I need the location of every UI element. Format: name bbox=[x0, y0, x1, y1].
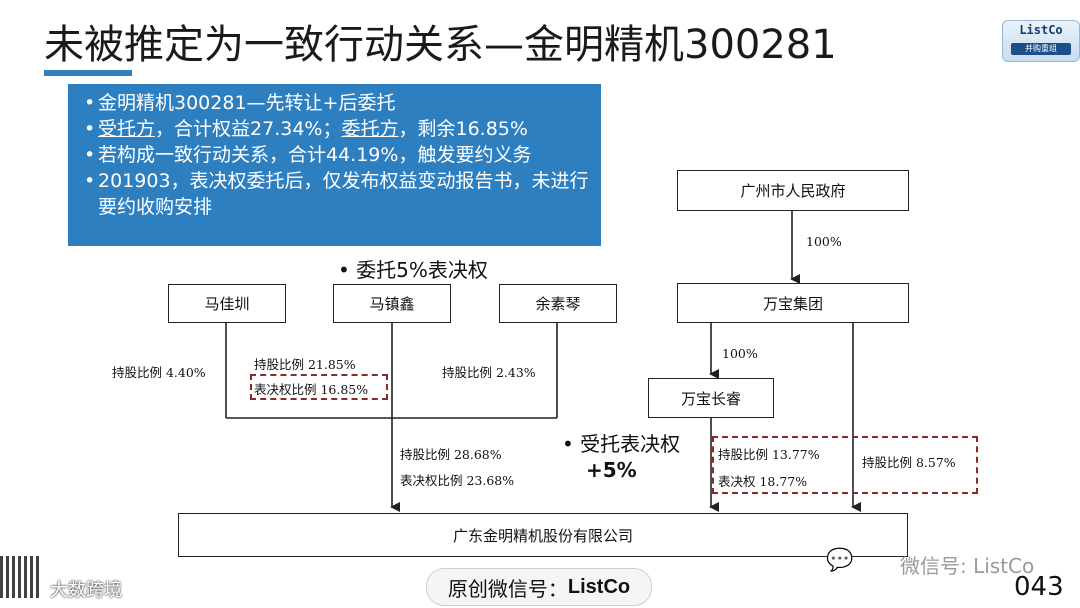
watermark: 微信号: ListCo bbox=[900, 554, 1035, 578]
entrusted-annotation: • 受托表决权 bbox=[562, 432, 681, 456]
node-wanbao-group: 万宝集团 bbox=[677, 283, 909, 323]
label-mazhenxin-vote: 表决权比例 16.85% bbox=[254, 382, 369, 397]
footer-pill: 原创微信号： ListCo bbox=[426, 568, 652, 606]
label-family-vote: 表决权比例 23.68% bbox=[400, 473, 515, 488]
page-title: 未被推定为一致行动关系—金明精机300281 bbox=[44, 22, 837, 68]
bullet-item: 受托方，合计权益27.34%；委托方，剩余16.85% bbox=[84, 116, 601, 142]
logo-name: ListCo bbox=[1019, 23, 1063, 37]
label-majiazhen-share: 持股比例 4.40% bbox=[112, 365, 206, 380]
logo-sub: 并购重组 bbox=[1011, 43, 1071, 55]
bullet-item: 金明精机300281—先转让+后委托 bbox=[84, 90, 601, 116]
delegate-annotation: • 委托5%表决权 bbox=[338, 258, 488, 282]
node-company: 广东金明精机股份有限公司 bbox=[178, 513, 908, 557]
label-family-share: 持股比例 28.68% bbox=[400, 447, 502, 462]
label-mazhenxin-share: 持股比例 21.85% bbox=[254, 357, 356, 372]
label-yusuqin-share: 持股比例 2.43% bbox=[442, 365, 536, 380]
label-gov-pct: 100% bbox=[806, 234, 842, 249]
label-group-pct: 100% bbox=[722, 346, 758, 361]
listco-logo: ListCo 并购重组 bbox=[1002, 20, 1080, 62]
mazhenxin-vote-highlight bbox=[250, 374, 388, 400]
plus-annotation: +5% bbox=[586, 458, 637, 482]
node-mazhenxin: 马镇鑫 bbox=[333, 284, 451, 323]
label-changrui-share: 持股比例 13.77% bbox=[718, 447, 820, 462]
summary-box: 金明精机300281—先转让+后委托 受托方，合计权益27.34%；委托方，剩余… bbox=[68, 84, 601, 246]
label-group-share: 持股比例 8.57% bbox=[862, 455, 956, 470]
footer-pill-name: ListCo bbox=[567, 575, 631, 598]
node-wanbao-changrui: 万宝长睿 bbox=[648, 378, 774, 418]
wechat-icon: 💬 bbox=[826, 548, 854, 573]
wanbao-highlight bbox=[712, 436, 978, 494]
bullet-item: 若构成一致行动关系，合计44.19%，触发要约义务 bbox=[84, 142, 601, 168]
node-yusuqin: 余素琴 bbox=[499, 284, 617, 323]
bullet-item: 201903，表决权委托后，仅发布权益变动报告书，未进行要约收购安排 bbox=[84, 168, 601, 220]
footer-pill-prefix: 原创微信号： bbox=[447, 576, 568, 601]
node-gz-gov: 广州市人民政府 bbox=[677, 170, 909, 211]
page-number: 043 bbox=[1014, 572, 1064, 602]
label-changrui-vote: 表决权 18.77% bbox=[718, 474, 808, 489]
title-underline bbox=[44, 70, 132, 76]
qr-code-icon bbox=[0, 556, 42, 598]
node-majiazhen: 马佳圳 bbox=[168, 284, 286, 323]
qr-label: 大数跨境 bbox=[50, 580, 122, 601]
